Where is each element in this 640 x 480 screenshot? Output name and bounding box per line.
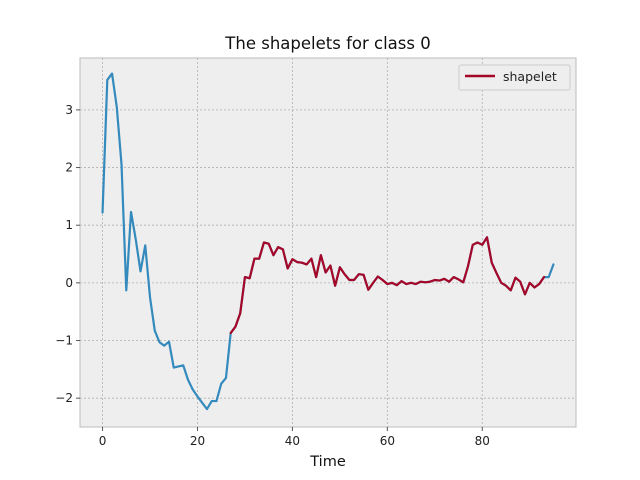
chart-title: The shapelets for class 0 bbox=[224, 34, 430, 53]
series-line-shapelet bbox=[229, 236, 546, 335]
x-tick-label: 60 bbox=[380, 434, 395, 448]
grid bbox=[80, 58, 576, 427]
x-tick-label: 40 bbox=[285, 434, 300, 448]
x-tick-label: 80 bbox=[475, 434, 490, 448]
y-tick-label: −1 bbox=[55, 334, 73, 348]
series-layer bbox=[101, 72, 555, 411]
y-tick-label: 1 bbox=[65, 218, 73, 232]
legend-box bbox=[458, 64, 571, 91]
plot-frame bbox=[79, 57, 577, 428]
legend: shapelet bbox=[458, 64, 571, 91]
ticks: 0 20 40 60 80 −2 −1 0 1 2 3 bbox=[55, 103, 490, 448]
y-tick-label: 0 bbox=[65, 276, 73, 290]
y-tick-label: −2 bbox=[55, 391, 73, 405]
y-tick-label: 2 bbox=[65, 161, 73, 175]
x-tick-label: 0 bbox=[99, 434, 107, 448]
x-tick-label: 20 bbox=[190, 434, 205, 448]
x-axis-label: Time bbox=[309, 454, 346, 470]
y-tick-label: 3 bbox=[65, 103, 73, 117]
plot-area bbox=[80, 58, 576, 427]
legend-label-shapelet: shapelet bbox=[503, 69, 557, 84]
